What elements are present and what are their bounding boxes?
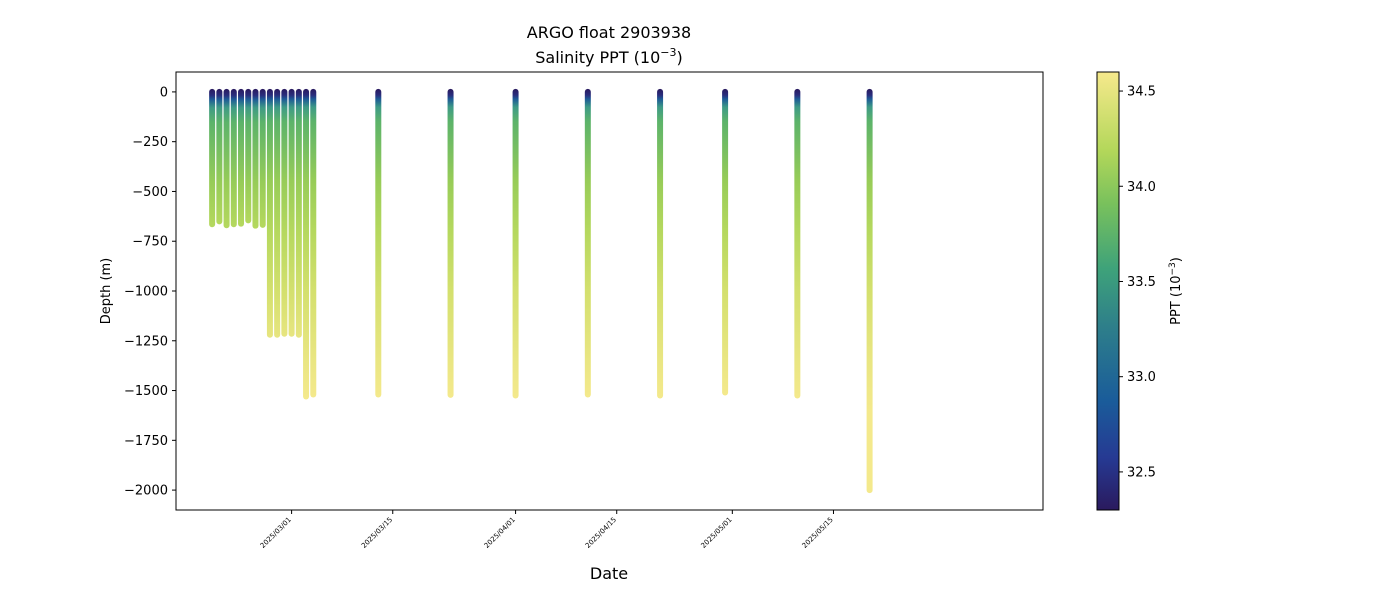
profile-column — [375, 88, 382, 398]
profile-column — [866, 88, 873, 494]
y-axis-label: Depth (m) — [99, 258, 114, 325]
y-tick-label: −1750 — [124, 434, 168, 449]
profile-column — [223, 88, 230, 229]
profile-column — [512, 88, 519, 399]
y-tick-label: −500 — [132, 185, 168, 200]
x-tick-label: 2025/03/15 — [360, 516, 394, 550]
y-axis: 0 −250 −500 −750 −1000 −1250 −1500 −1750 −2000 — [124, 85, 176, 499]
x-tick-label: 2025/04/15 — [584, 516, 618, 550]
profiles-layer — [209, 88, 873, 494]
profile-column — [245, 88, 252, 224]
profile-column — [657, 88, 664, 399]
profile-column — [252, 88, 259, 229]
colorbar-tick-label: 33.0 — [1127, 370, 1156, 385]
profile-column — [288, 88, 295, 337]
y-tick-label: −1000 — [124, 285, 168, 300]
colorbar-tick-label: 34.0 — [1127, 180, 1156, 195]
y-tick-label: −1500 — [124, 384, 168, 399]
profile-column — [259, 88, 266, 228]
profile-column — [238, 88, 245, 227]
y-tick-label: −2000 — [124, 484, 168, 499]
chart-subtitle: Salinity PPT (10−3) — [535, 46, 683, 67]
colorbar-ticks: 32.5 33.0 33.5 34.0 34.5 — [1119, 85, 1156, 480]
chart-title: ARGO float 2903938 — [527, 23, 691, 42]
profile-column — [310, 88, 317, 398]
profile-column — [584, 88, 591, 398]
x-axis-label: Date — [590, 564, 628, 583]
colorbar-tick-label: 32.5 — [1127, 465, 1156, 480]
profile-column — [295, 88, 302, 338]
y-tick-label: −1250 — [124, 334, 168, 349]
y-tick-label: −750 — [132, 235, 168, 250]
x-tick-label: 2025/05/01 — [700, 516, 734, 550]
profile-column — [230, 88, 237, 228]
x-tick-label: 2025/05/15 — [801, 516, 835, 550]
y-tick-label: 0 — [160, 85, 168, 100]
x-tick-label: 2025/04/01 — [483, 516, 517, 550]
profile-column — [447, 88, 454, 398]
colorbar — [1096, 71, 1120, 511]
colorbar-label: PPT (10−3) — [1168, 257, 1184, 325]
y-tick-label: −250 — [132, 135, 168, 150]
profile-column — [303, 88, 310, 400]
x-tick-label: 2025/03/01 — [259, 516, 293, 550]
profile-column — [216, 88, 223, 225]
profile-column — [209, 88, 216, 228]
profile-column — [266, 88, 273, 338]
colorbar-tick-label: 34.5 — [1127, 85, 1156, 100]
profile-column — [281, 88, 288, 337]
profile-column — [274, 88, 281, 338]
profile-column — [722, 88, 729, 396]
x-axis: 2025/03/01 2025/03/15 2025/04/01 2025/04/15… — [259, 510, 835, 550]
colorbar-tick-label: 33.5 — [1127, 275, 1156, 290]
profile-column — [794, 88, 801, 399]
